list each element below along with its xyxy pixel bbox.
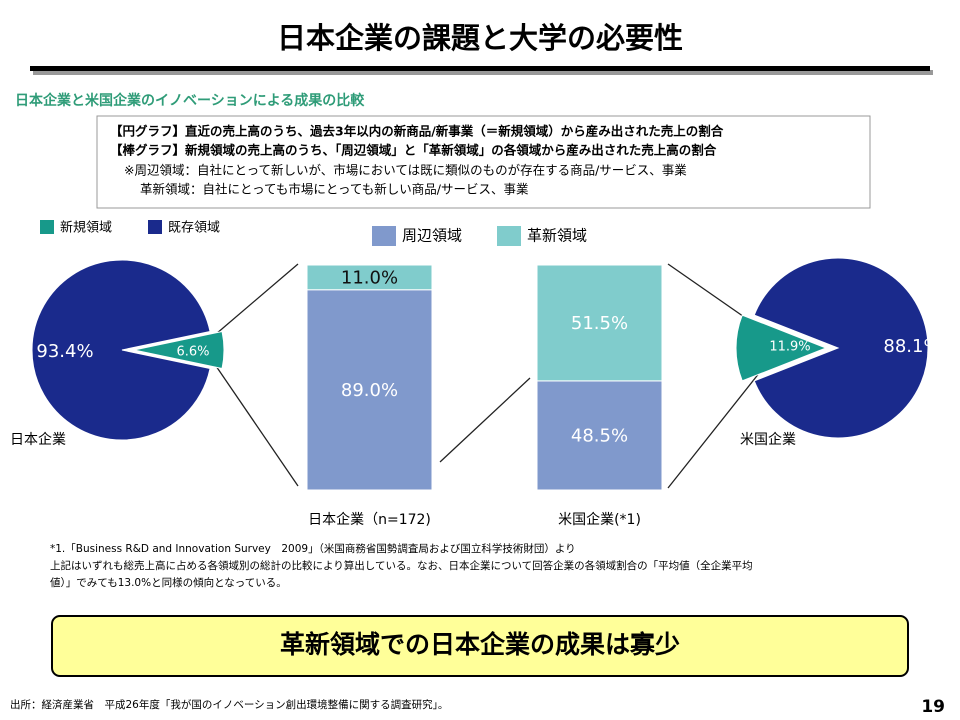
slide-title: 日本企業の課題と大学の必要性 bbox=[277, 21, 683, 55]
footnote-line: *1.「Business R&D and Innovation Survey 2… bbox=[50, 542, 576, 555]
pie-slice bbox=[31, 259, 211, 441]
legend-label: 革新領域 bbox=[527, 227, 587, 245]
pie-label: 日本企業 bbox=[10, 431, 66, 448]
title-rule-shadow bbox=[33, 70, 933, 75]
bar-segment bbox=[306, 264, 433, 291]
definition-box bbox=[96, 115, 871, 209]
pie-slice bbox=[735, 314, 828, 382]
bar-segment bbox=[536, 264, 663, 382]
slice-label: 11.9% bbox=[769, 340, 810, 355]
slice-label: 93.4% bbox=[36, 341, 93, 362]
pie-label: 米国企業 bbox=[740, 431, 796, 448]
pie-slice bbox=[753, 257, 929, 439]
bar-segment bbox=[306, 289, 433, 491]
footnote-line: 値）」でみても13.0%と同様の傾向となっている。 bbox=[50, 576, 287, 589]
legend-swatch bbox=[40, 220, 54, 234]
pie-slice bbox=[133, 330, 225, 370]
legend-label: 周辺領域 bbox=[402, 227, 462, 245]
definition-line: 【棒グラフ】新規領域の売上高のうち、「周辺領域」と「革新領域」の各領域から産み出… bbox=[110, 143, 717, 158]
definition-line: 【円グラフ】直近の売上高のうち、過去3年以内の新商品/新事業（＝新規領域）から産… bbox=[110, 124, 724, 139]
x-tick-label: 日本企業（n=172) bbox=[308, 511, 431, 528]
legend-swatch bbox=[148, 220, 162, 234]
legend-swatch bbox=[497, 226, 521, 246]
bar-label: 51.5% bbox=[571, 313, 628, 334]
conclusion-box bbox=[51, 615, 909, 677]
slice-label: 88.1% bbox=[883, 336, 940, 357]
slice-label: 6.6% bbox=[176, 345, 209, 360]
title-rule bbox=[30, 66, 930, 71]
legend-swatch bbox=[372, 226, 396, 246]
footnote-line: 上記はいずれも総売上高に占める各領域別の総計の比較により算出している。なお、日本… bbox=[50, 559, 753, 572]
legend-label: 既存領域 bbox=[168, 220, 220, 236]
definition-line: 革新領域：自社にとっても市場にとっても新しい商品/サービス、事業 bbox=[140, 182, 529, 197]
bar-label: 48.5% bbox=[571, 425, 628, 446]
connectors bbox=[215, 263, 761, 489]
source: 出所：経済産業省 平成26年度「我が国のイノベーション創出環境整備に関する調査研… bbox=[10, 698, 448, 711]
subtitle: 日本企業と米国企業のイノベーションによる成果の比較 bbox=[15, 92, 365, 109]
definition-line: ※周辺領域：自社にとって新しいが、市場においては既に類似のものが存在する商品/サ… bbox=[124, 163, 687, 178]
legend-label: 新規領域 bbox=[60, 220, 112, 236]
conclusion: 革新領域での日本企業の成果は寡少 bbox=[280, 630, 680, 659]
page-number: 19 bbox=[921, 697, 945, 717]
bar-label: 89.0% bbox=[341, 380, 398, 401]
bar-label: 11.0% bbox=[341, 267, 398, 288]
x-tick-label: 米国企業(*1) bbox=[558, 511, 641, 528]
